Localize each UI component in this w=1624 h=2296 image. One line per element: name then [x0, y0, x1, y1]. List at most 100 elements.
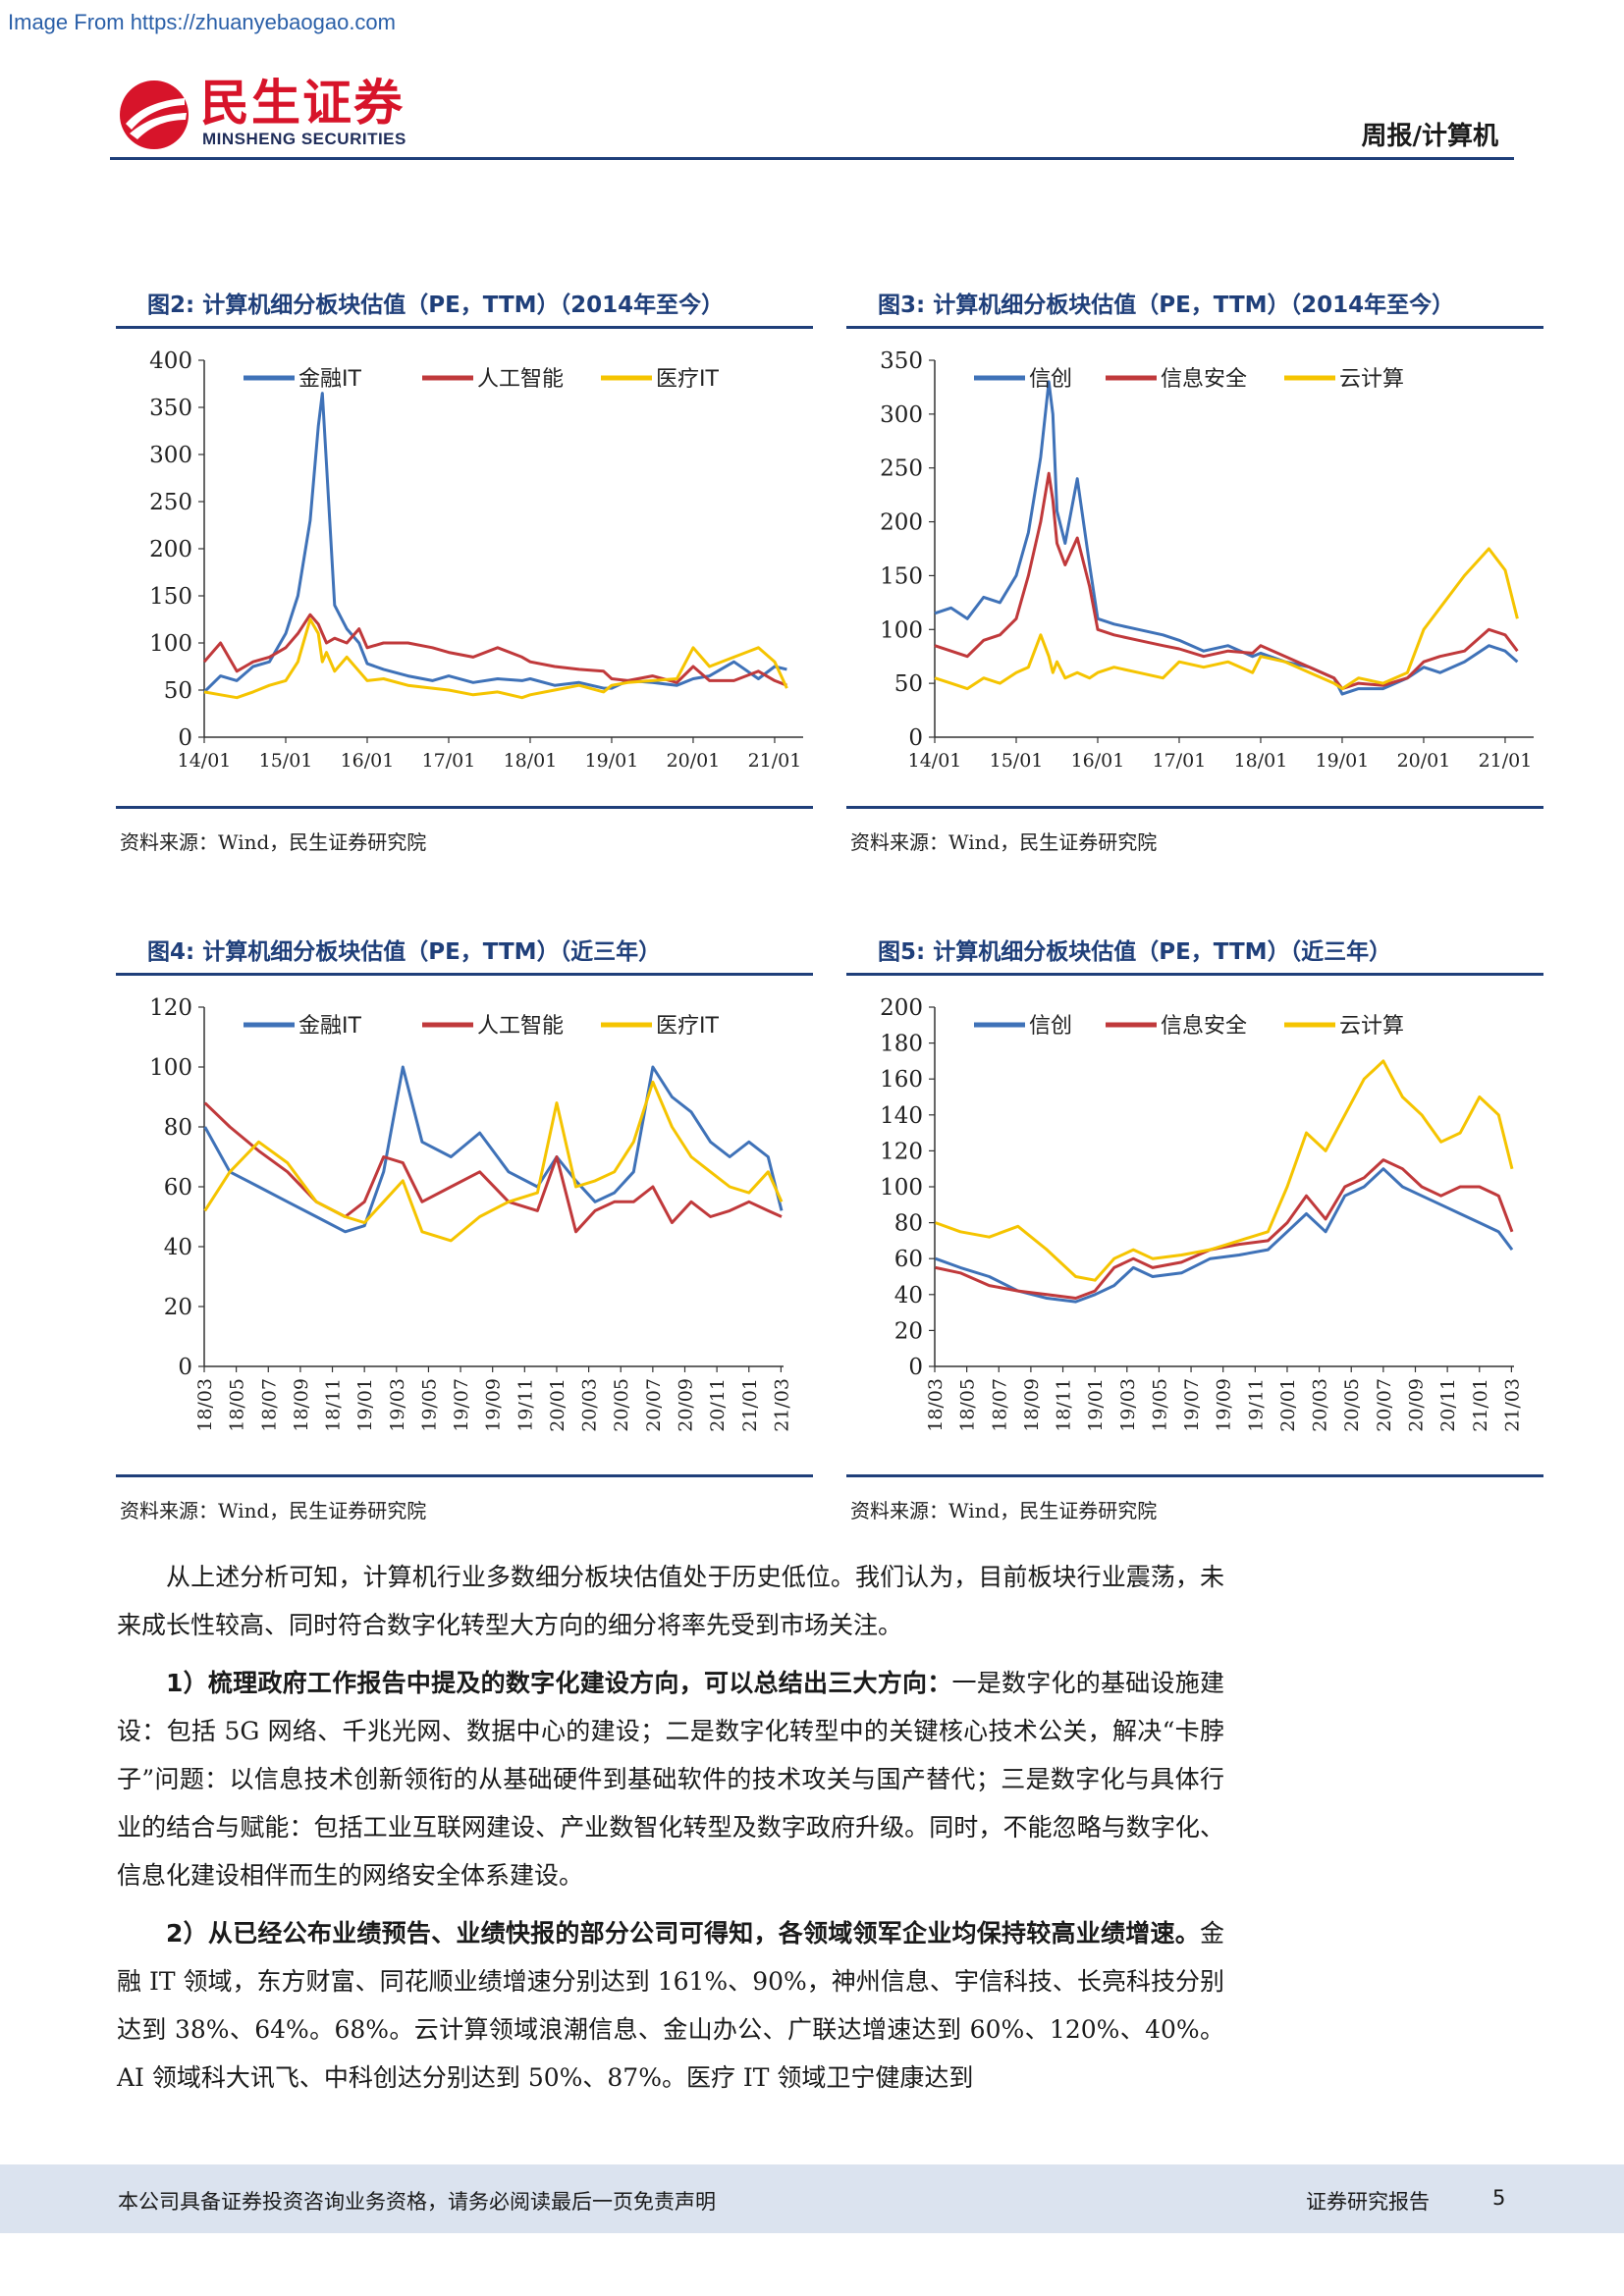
y-tick-label: 50: [164, 678, 192, 704]
chart-figure-4: 0 20 40 60 80 100 120 18/03 18/05 18/07 18/09 18/11…: [149, 995, 792, 1432]
figure-top-rule: [116, 326, 813, 329]
series-line: [202, 613, 787, 687]
paragraph-lead: 2）从已经公布业绩预告、业绩快报的部分公司可得知，各领域领军企业均保持较高业绩增…: [166, 1919, 1200, 1948]
y-tick-label: 60: [894, 1247, 923, 1272]
figure-source: 资料来源：Wind，民生证券研究院: [120, 1499, 427, 1522]
figure-bottom-rule: [116, 1474, 813, 1477]
legend-label: 人工智能: [477, 367, 564, 392]
figure-title: 图5: 计算机细分板块估值（PE，TTM）（近三年）: [878, 939, 1392, 965]
x-tick-label: 18/07: [989, 1378, 1010, 1432]
legend-label: 信创: [1029, 367, 1072, 392]
x-tick-label: 16/01: [1071, 750, 1125, 772]
chart-figure-5: 0 20 40 60 80 100 120 140 160 180 200 18/03 18/05 18/…: [880, 995, 1523, 1432]
x-tick-label: 19/09: [483, 1378, 505, 1432]
x-tick-label: 18/11: [323, 1378, 345, 1432]
figure-4: 图4: 计算机细分板块估值（PE，TTM）（近三年） 0 20 40 60 80 100 1…: [116, 937, 813, 1523]
chart-figure-2: 0 50 100 150 200 250 300 350 400 14/01 15/01 16/01 1…: [149, 348, 803, 772]
x-tick-label: 19/11: [1245, 1378, 1267, 1432]
y-tick-label: 100: [149, 1055, 192, 1081]
x-tick-label: 15/01: [259, 750, 313, 772]
x-tick-label: 21/01: [1479, 750, 1533, 772]
report-section-label: 周报/计算机: [1361, 122, 1499, 151]
x-tick-label: 20/01: [1277, 1378, 1299, 1432]
y-tick-label: 140: [880, 1103, 923, 1129]
x-tick-label: 18/05: [957, 1378, 979, 1432]
x-tick-label: 20/01: [547, 1378, 568, 1432]
x-tick-label: 21/01: [739, 1378, 761, 1432]
y-tick-label: 200: [880, 995, 923, 1021]
x-tick-label: 20/01: [667, 750, 721, 772]
series-line: [934, 471, 1519, 691]
y-tick-label: 180: [880, 1032, 923, 1057]
paragraph-text: 一是数字化的基础设施建设：包括 5G 网络、千兆光网、数据中心的建设；二是数字化…: [117, 1669, 1224, 1890]
legend-label: 云计算: [1339, 1014, 1404, 1039]
x-tick-label: 14/01: [178, 750, 232, 772]
legend-label: 金融IT: [298, 1014, 361, 1039]
x-tick-label: 18/01: [1234, 750, 1288, 772]
x-tick-label: 20/11: [1437, 1378, 1459, 1432]
paragraph: 从上述分析可知，计算机行业多数细分板块估值处于历史低位。我们认为，目前板块行业震…: [117, 1553, 1224, 1649]
x-tick-label: 19/01: [585, 750, 639, 772]
page-footer: 本公司具备证券投资咨询业务资格，请务必阅读最后一页免责声明 证券研究报告 5: [0, 2164, 1624, 2233]
y-tick-label: 120: [880, 1139, 923, 1164]
x-tick-label: 19/03: [387, 1378, 408, 1432]
x-tick-label: 18/09: [1021, 1378, 1043, 1432]
series-line: [203, 1080, 784, 1243]
x-tick-label: 20/03: [1310, 1378, 1331, 1432]
x-tick-label: 18/11: [1054, 1378, 1075, 1432]
figure-title: 图4: 计算机细分板块估值（PE，TTM）（近三年）: [147, 939, 662, 965]
company-logo: 民生证券 MINSHENG SECURITIES: [116, 77, 410, 155]
legend-label: 信创: [1029, 1014, 1072, 1039]
x-tick-label: 19/01: [354, 1378, 376, 1432]
legend-label: 云计算: [1339, 367, 1404, 392]
y-tick-label: 350: [149, 396, 192, 421]
y-tick-label: 0: [178, 1355, 192, 1380]
legend-label: 金融IT: [298, 367, 361, 392]
y-tick-label: 120: [149, 995, 192, 1021]
y-tick-label: 0: [908, 725, 923, 751]
y-tick-label: 250: [880, 456, 923, 482]
footer-report-type: 证券研究报告: [1306, 2190, 1430, 2214]
y-tick-label: 0: [908, 1355, 923, 1380]
series-line: [934, 547, 1519, 691]
x-tick-label: 19/01: [1085, 1378, 1107, 1432]
x-tick-label: 21/03: [771, 1378, 792, 1432]
legend-label: 医疗IT: [656, 367, 719, 392]
x-tick-label: 20/07: [643, 1378, 665, 1432]
y-tick-label: 50: [894, 671, 923, 697]
x-tick-label: 20/09: [675, 1378, 696, 1432]
watermark-text[interactable]: Image From https://zhuanyebaogao.com: [8, 10, 396, 34]
figure-source: 资料来源：Wind，民生证券研究院: [850, 830, 1158, 854]
x-tick-label: 14/01: [908, 750, 962, 772]
report-body: 从上述分析可知，计算机行业多数细分板块估值处于历史低位。我们认为，目前板块行业震…: [117, 1553, 1224, 2111]
footer-disclaimer: 本公司具备证券投资咨询业务资格，请务必阅读最后一页免责声明: [118, 2190, 716, 2214]
series-line: [202, 392, 787, 693]
x-tick-label: 15/01: [990, 750, 1044, 772]
x-tick-label: 18/07: [258, 1378, 280, 1432]
y-tick-label: 150: [149, 584, 192, 610]
logo-mark-icon: [120, 80, 189, 149]
y-tick-label: 160: [880, 1067, 923, 1093]
y-tick-label: 200: [880, 510, 923, 536]
x-tick-label: 20/05: [1341, 1378, 1363, 1432]
y-tick-label: 20: [164, 1295, 192, 1320]
header-divider: [110, 157, 1514, 160]
y-tick-label: 100: [880, 617, 923, 643]
paragraph: 1）梳理政府工作报告中提及的数字化建设方向，可以总结出三大方向：一是数字化的基础…: [117, 1659, 1224, 1899]
logo-chinese-name: 民生证券: [200, 75, 405, 132]
y-tick-label: 100: [880, 1175, 923, 1201]
y-tick-label: 60: [164, 1175, 192, 1201]
x-tick-label: 19/07: [451, 1378, 472, 1432]
figure-top-rule: [116, 973, 813, 976]
series-line: [935, 1158, 1514, 1300]
x-tick-label: 21/03: [1501, 1378, 1523, 1432]
figure-2: 图2: 计算机细分板块估值（PE，TTM）（2014年至今） 0 50 100 150…: [116, 291, 813, 855]
y-tick-label: 40: [894, 1283, 923, 1308]
x-tick-label: 19/05: [1149, 1378, 1170, 1432]
x-tick-label: 20/05: [611, 1378, 632, 1432]
legend-label: 人工智能: [477, 1014, 564, 1039]
x-tick-label: 17/01: [1153, 750, 1207, 772]
paragraph-lead: 1）梳理政府工作报告中提及的数字化建设方向，可以总结出三大方向：: [166, 1669, 952, 1697]
series-line: [935, 1059, 1514, 1282]
figure-bottom-rule: [846, 1474, 1543, 1477]
